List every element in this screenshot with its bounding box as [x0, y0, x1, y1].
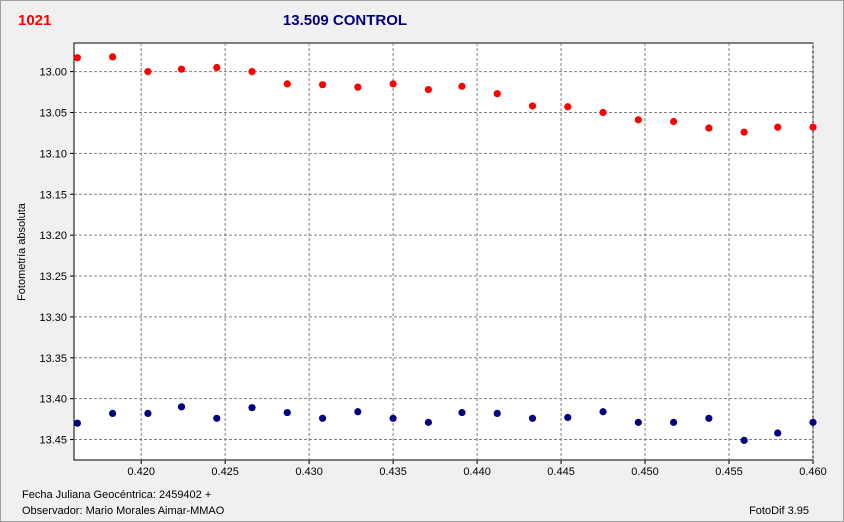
x-tick-label: 0.425 [211, 466, 239, 478]
data-point [283, 80, 291, 88]
y-tick-label: 13.00 [39, 67, 67, 79]
data-point [389, 80, 397, 88]
x-tick-label: 0.435 [379, 466, 407, 478]
data-point [809, 123, 817, 131]
data-point [458, 408, 466, 417]
data-point [354, 408, 362, 416]
y-tick-label: 13.05 [39, 108, 67, 120]
x-tick-label: 0.445 [547, 466, 575, 478]
data-point [389, 414, 397, 422]
data-point [669, 117, 678, 126]
data-point [458, 82, 466, 90]
x-tick-label: 0.420 [127, 466, 155, 478]
data-point [73, 419, 81, 427]
data-point [318, 81, 327, 89]
data-point [354, 83, 362, 91]
data-point [740, 128, 748, 136]
data-point [73, 54, 81, 62]
y-tick-label: 13.25 [39, 271, 67, 283]
observer-label: Observador: Mario Morales Aimar-MMAO [22, 505, 225, 517]
software-version: FotoDif 3.95 [749, 505, 809, 517]
data-point [248, 68, 256, 76]
data-point [528, 414, 537, 422]
x-tick-label: 0.450 [631, 466, 659, 478]
data-point [424, 418, 432, 426]
chart-title: 13.509 CONTROL [283, 12, 407, 29]
data-point [144, 68, 152, 76]
data-point [528, 102, 537, 110]
x-tick-label: 0.440 [463, 466, 491, 478]
data-point [669, 418, 678, 426]
data-point [599, 408, 607, 416]
x-axis-ticks: 0.420 0.425 0.430 0.435 0.440 0.445 0.450 0.455… [127, 460, 827, 478]
x-tick-label: 0.455 [715, 466, 743, 478]
data-point [283, 408, 291, 417]
data-point [740, 436, 748, 444]
x-tick-label: 0.430 [295, 466, 323, 478]
data-point [774, 123, 782, 131]
data-point [109, 53, 117, 61]
y-tick-label: 13.30 [39, 312, 67, 324]
plot-area [73, 42, 814, 461]
y-tick-label: 13.15 [39, 189, 67, 201]
data-point [318, 414, 327, 422]
julian-date-label: Fecha Juliana Geocéntrica: 2459402 + [22, 489, 211, 501]
y-tick-label: 13.45 [39, 435, 67, 447]
y-tick-label: 13.40 [39, 394, 67, 406]
data-point [564, 413, 572, 422]
y-tick-label: 13.20 [39, 230, 67, 242]
data-point [248, 404, 256, 412]
data-point [599, 108, 607, 117]
y-tick-label: 13.10 [39, 148, 67, 160]
data-point [424, 86, 432, 94]
data-point [144, 409, 152, 417]
grid-lines [74, 43, 814, 460]
data-point [213, 63, 221, 72]
data-point [493, 90, 501, 98]
y-axis-label: Fotometría absoluta [16, 202, 28, 301]
y-axis-ticks: 13.00 13.05 13.10 13.15 13.20 13.25 13.30 13.35… [39, 67, 74, 447]
data-point [177, 403, 186, 411]
data-point [493, 409, 501, 417]
data-point [109, 409, 117, 417]
y-tick-label: 13.35 [39, 353, 67, 365]
x-tick-label: 0.460 [799, 466, 827, 478]
data-point [213, 414, 221, 422]
data-points [73, 53, 817, 444]
data-point [705, 124, 713, 132]
data-point [177, 65, 186, 73]
data-point [809, 418, 817, 426]
data-point [634, 418, 642, 426]
data-point [564, 103, 572, 111]
object-id: 1021 [18, 12, 51, 29]
data-point [705, 414, 713, 422]
data-point [634, 116, 642, 124]
data-point [774, 429, 782, 437]
